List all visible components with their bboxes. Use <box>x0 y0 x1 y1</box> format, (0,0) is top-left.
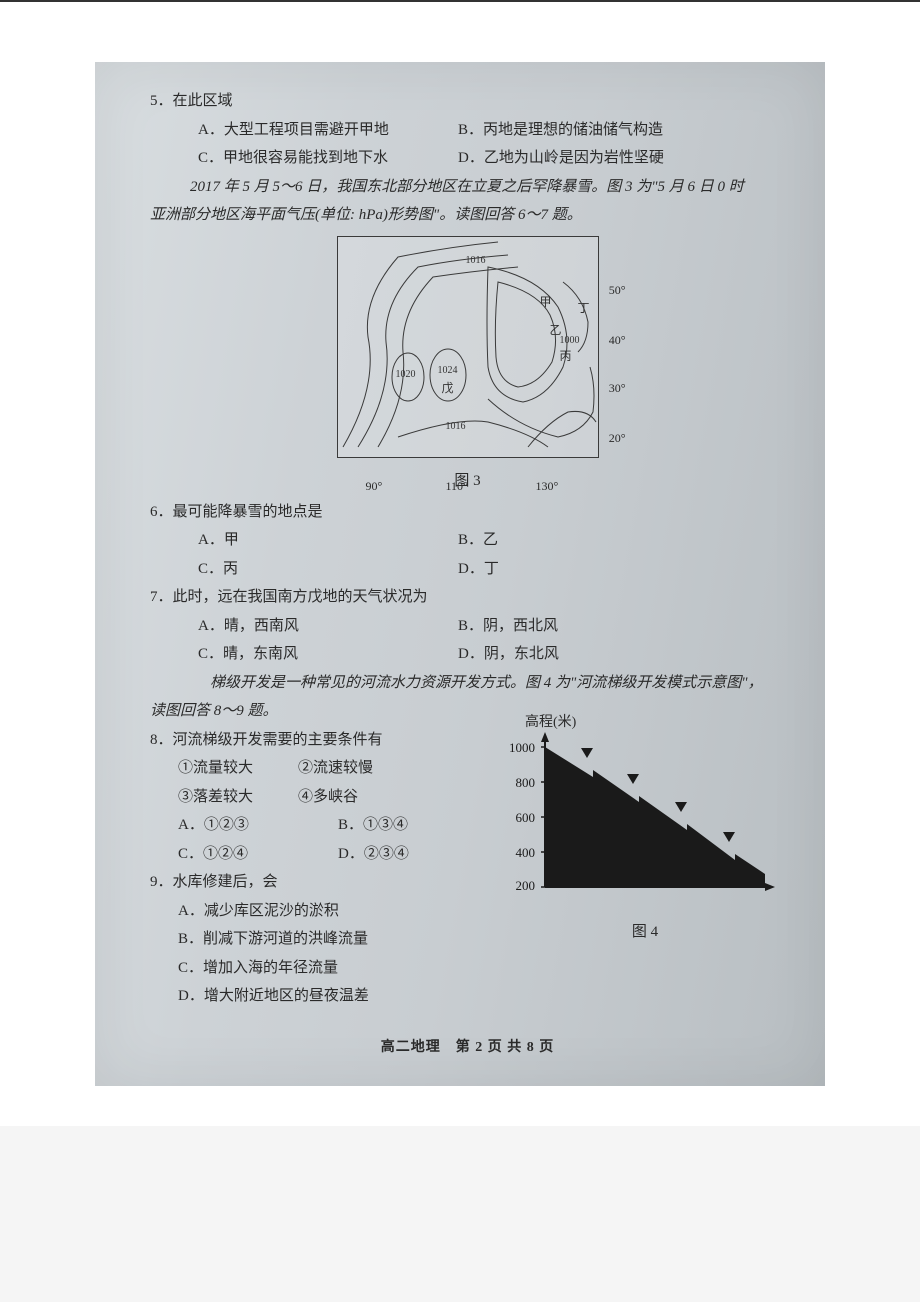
figure-4-ylabel: 高程(米) <box>525 710 576 737</box>
page-footer: 高二地理 第 2 页 共 8 页 <box>150 1035 785 1062</box>
q9-option-a: A．减少库区泥沙的淤积 <box>150 897 505 926</box>
figure-3-svg <box>338 237 598 457</box>
figure-4-wrap: 高程(米) 1000 800 600 400 200 <box>505 726 785 947</box>
q9-stem: 9．水库修建后，会 <box>150 868 505 897</box>
q8-cond-4: ④多峡谷 <box>298 783 418 812</box>
fig4-tick-400: 400 <box>516 845 536 860</box>
q8-options-row1: A．①②③ B．①③④ <box>150 811 505 840</box>
q9-option-b: B．削减下游河道的洪峰流量 <box>150 925 505 954</box>
q7-options-row2: C．晴，东南风 D．阴，东北风 <box>150 640 785 669</box>
q5-option-c: C．甲地很容易能找到地下水 <box>198 144 458 173</box>
lon-130: 130° <box>536 475 559 498</box>
fig3-iso-1016b: 1016 <box>446 417 466 436</box>
fig3-iso-1016a: 1016 <box>466 251 486 270</box>
q7-option-c: C．晴，东南风 <box>198 640 458 669</box>
page-wrapper: 5．在此区域 A．大型工程项目需避开甲地 B．丙地是理想的储油储气构造 C．甲地… <box>0 0 920 1126</box>
q7-option-a: A．晴，西南风 <box>198 612 458 641</box>
q5-options-row1: A．大型工程项目需避开甲地 B．丙地是理想的储油储气构造 <box>150 116 785 145</box>
lat-50: 50° <box>609 279 626 302</box>
q7-stem: 7．此时，远在我国南方戊地的天气状况为 <box>150 583 785 612</box>
intro-67-line1: 2017 年 5 月 5～6 日，我国东北部分地区在立夏之后罕降暴雪。图 3 为… <box>150 173 785 202</box>
q5-option-d: D．乙地为山岭是因为岩性坚硬 <box>458 144 785 173</box>
q5-options-row2: C．甲地很容易能找到地下水 D．乙地为山岭是因为岩性坚硬 <box>150 144 785 173</box>
q8-option-d: D．②③④ <box>338 840 505 869</box>
fig4-tick-800: 800 <box>516 775 536 790</box>
lon-90: 90° <box>366 475 383 498</box>
fig4-tick-1000: 1000 <box>509 740 535 755</box>
lon-110: 110° <box>446 475 468 498</box>
q6-option-a: A．甲 <box>198 526 458 555</box>
intro-89-line2: 读图回答 8～9 题。 <box>150 697 785 726</box>
fig4-tick-200: 200 <box>516 878 536 893</box>
q6-option-d: D．丁 <box>458 555 785 584</box>
q5-option-b: B．丙地是理想的储油储气构造 <box>458 116 785 145</box>
q8-option-a: A．①②③ <box>178 811 338 840</box>
lat-40: 40° <box>609 329 626 352</box>
q5-option-a: A．大型工程项目需避开甲地 <box>198 116 458 145</box>
q5-stem: 5．在此区域 <box>150 87 785 116</box>
fig4-tick-600: 600 <box>516 810 536 825</box>
q7-options-row1: A．晴，西南风 B．阴，西北风 <box>150 612 785 641</box>
fig3-point-wu: 戊 <box>442 377 454 400</box>
q8-q9-row: 8．河流梯级开发需要的主要条件有 ①流量较大 ②流速较慢 ③落差较大 ④多峡谷 … <box>150 726 785 1011</box>
lat-20: 20° <box>609 427 626 450</box>
q8-option-c: C．①②④ <box>178 840 338 869</box>
figure-4-caption: 图 4 <box>505 918 785 947</box>
fig3-point-ding: 丁 <box>578 297 590 320</box>
intro-67-line2: 亚洲部分地区海平面气压(单位: hPa)形势图"。读图回答 6～7 题。 <box>150 201 785 230</box>
figure-4-svg: 1000 800 600 400 200 <box>505 732 775 902</box>
exam-page: 5．在此区域 A．大型工程项目需避开甲地 B．丙地是理想的储油储气构造 C．甲地… <box>95 62 825 1086</box>
figure-3-wrap: 1016 1020 1024 1000 1016 甲 乙 丙 丁 戊 50° 4… <box>150 236 785 496</box>
q8-option-b: B．①③④ <box>338 811 505 840</box>
q7-option-b: B．阴，西北风 <box>458 612 785 641</box>
q8-cond-2: ②流速较慢 <box>298 754 418 783</box>
figure-4-chart: 高程(米) 1000 800 600 400 200 <box>505 732 775 912</box>
q8-cond-row2: ③落差较大 ④多峡谷 <box>150 783 505 812</box>
fig3-point-yi: 乙 <box>550 319 562 342</box>
q8-q9-left: 8．河流梯级开发需要的主要条件有 ①流量较大 ②流速较慢 ③落差较大 ④多峡谷 … <box>150 726 505 1011</box>
q6-options-row1: A．甲 B．乙 <box>150 526 785 555</box>
fig3-iso-1020: 1020 <box>396 365 416 384</box>
intro-89-line1: 梯级开发是一种常见的河流水力资源开发方式。图 4 为"河流梯级开发模式示意图"， <box>150 669 785 698</box>
q8-cond-row1: ①流量较大 ②流速较慢 <box>150 754 505 783</box>
q6-options-row2: C．丙 D．丁 <box>150 555 785 584</box>
q9-option-c: C．增加入海的年径流量 <box>150 954 505 983</box>
fig3-point-bing: 丙 <box>560 345 572 368</box>
fig3-point-jia: 甲 <box>540 291 552 314</box>
q8-options-row2: C．①②④ D．②③④ <box>150 840 505 869</box>
q8-stem: 8．河流梯级开发需要的主要条件有 <box>150 726 505 755</box>
q7-option-d: D．阴，东北风 <box>458 640 785 669</box>
lat-30: 30° <box>609 377 626 400</box>
q9-option-d: D．增大附近地区的昼夜温差 <box>150 982 505 1011</box>
figure-3-map: 1016 1020 1024 1000 1016 甲 乙 丙 丁 戊 50° 4… <box>337 236 599 458</box>
q6-option-c: C．丙 <box>198 555 458 584</box>
q6-option-b: B．乙 <box>458 526 785 555</box>
q8-cond-1: ①流量较大 <box>178 754 298 783</box>
q6-stem: 6．最可能降暴雪的地点是 <box>150 498 785 527</box>
q8-cond-3: ③落差较大 <box>178 783 298 812</box>
